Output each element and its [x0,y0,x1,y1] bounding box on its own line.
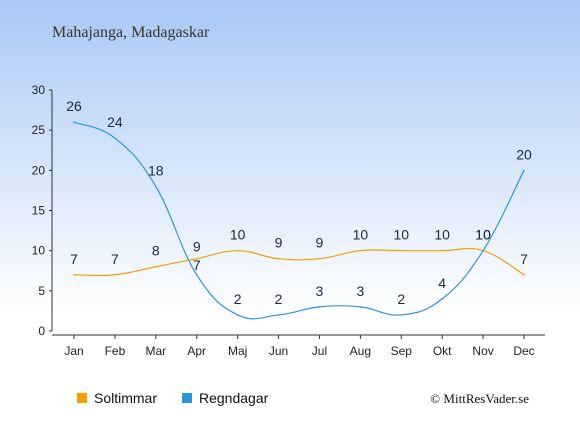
x-tick-label: Mar [145,344,166,358]
x-tick-label: Sep [391,344,413,358]
data-label: 8 [152,243,160,259]
legend-label: Soltimmar [94,390,157,406]
data-label: 2 [234,291,242,307]
data-label: 2 [397,291,405,307]
data-point [441,249,443,252]
x-tick-label: Feb [105,344,126,358]
data-label: 10 [230,227,246,243]
data-point [277,257,280,260]
y-tick-label: 10 [32,244,46,258]
data-label: 4 [438,275,446,291]
legend-swatch [182,393,192,403]
y-tick-label: 15 [32,204,46,218]
axes: 0 5 10 15 20 25 30 Jan Feb Mar Apr Maj Jun Jul Aug Sep O… [32,83,545,358]
data-label: 7 [193,257,201,273]
data-label: 7 [520,251,528,267]
data-label: 20 [516,146,532,162]
x-tick-label: Okt [433,344,452,358]
x-tick-label: Jun [269,344,288,358]
x-tick-label: Apr [187,344,206,358]
data-label: 24 [107,114,123,130]
data-label: 7 [111,251,119,267]
data-point [400,249,403,252]
data-point [114,273,116,276]
chart-title: Mahajanga, Madagaskar [52,24,210,41]
y-tick-label: 20 [32,163,46,177]
legend-swatch [77,393,87,403]
data-point [155,265,157,268]
data-label: 7 [70,251,78,267]
data-point [400,314,403,316]
data-label: 10 [393,227,409,243]
data-point [482,249,484,252]
data-label: 9 [316,235,324,251]
data-point [155,185,157,188]
x-tick-label: Maj [228,344,247,358]
data-point [318,257,321,260]
data-label: 9 [193,239,201,255]
data-point [359,306,362,308]
x-tick-label: Nov [472,344,493,358]
data-label: 2 [275,291,283,307]
data-point [277,314,280,316]
y-tick-label: 30 [32,83,46,97]
data-label: 18 [148,162,164,178]
data-label: 3 [356,283,364,299]
data-point [195,257,198,260]
x-tick-label: Jul [312,344,327,358]
legend: Soltimmar Regndagar [77,390,269,406]
data-point [236,314,239,316]
data-point [195,273,198,276]
data-point [114,137,116,139]
data-point [318,306,321,308]
data-label: 10 [475,227,491,243]
y-tick-label: 0 [38,324,45,338]
data-label: 3 [316,283,324,299]
data-point [73,121,75,123]
data-label: 26 [66,98,82,114]
data-label: 10 [434,227,450,243]
series-layer [73,121,525,320]
data-point [441,298,443,300]
x-tick-label: Aug [350,344,371,358]
legend-label: Regndagar [199,390,269,406]
data-label: 10 [475,227,491,243]
data-point [359,249,362,252]
x-tick-label: Jan [64,344,83,358]
y-tick-label: 5 [38,284,45,298]
y-tick-label: 25 [32,123,46,137]
data-point [236,249,239,252]
series-line-regndagar [73,121,525,320]
series-line-soltimmar [73,247,525,277]
data-label: 10 [353,227,369,243]
data-point [523,169,525,172]
data-point [523,273,525,276]
data-point [73,273,75,276]
x-tick-label: Dec [513,344,534,358]
data-label: 9 [275,235,283,251]
copyright: © MittResVader.se [430,391,529,406]
